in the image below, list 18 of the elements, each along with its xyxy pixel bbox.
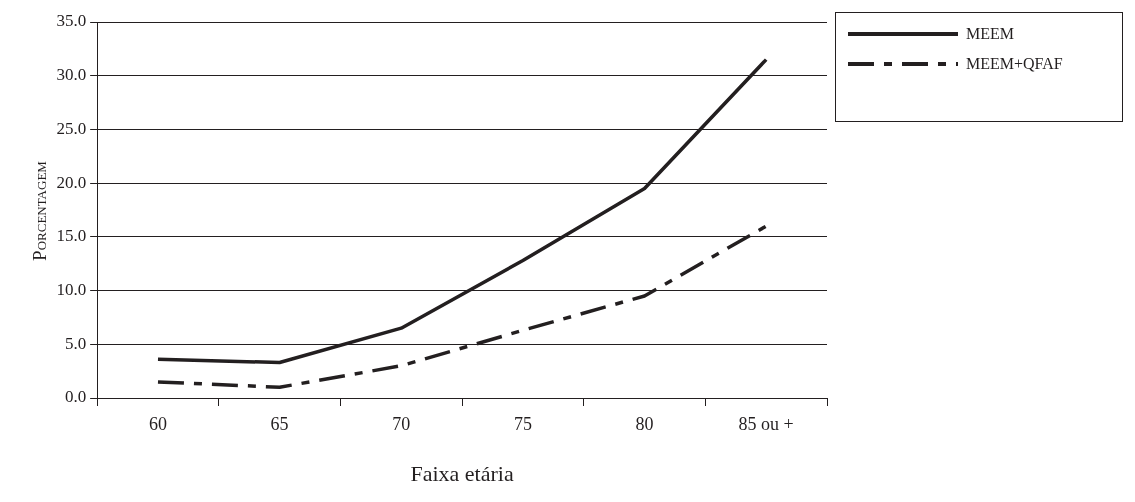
y-tick-label: 15.0 [56,226,87,246]
x-tick-label: 80 [635,413,654,434]
y-tick-label: 0.0 [64,387,87,407]
y-axis-title: Porcentagem [29,160,51,263]
x-tick-label: 60 [148,413,167,434]
x-tick-label: 65 [270,413,289,434]
x-tick-label: 85 ou + [738,413,794,434]
y-tick-label: 25.0 [56,118,87,138]
y-tick-label: 10.0 [56,280,87,300]
y-tick-label: 20.0 [56,172,87,192]
x-tick-label: 70 [392,413,411,434]
y-tick-label: 5.0 [64,333,87,353]
text: MEEM+QFAF [966,55,1063,73]
x-axis-title: Faixa etária [410,460,514,486]
text: MEEM [966,25,1014,43]
y-tick-label: 30.0 [56,65,87,85]
y-tick-label: 35.0 [56,11,87,31]
x-tick-label: 75 [513,413,532,434]
